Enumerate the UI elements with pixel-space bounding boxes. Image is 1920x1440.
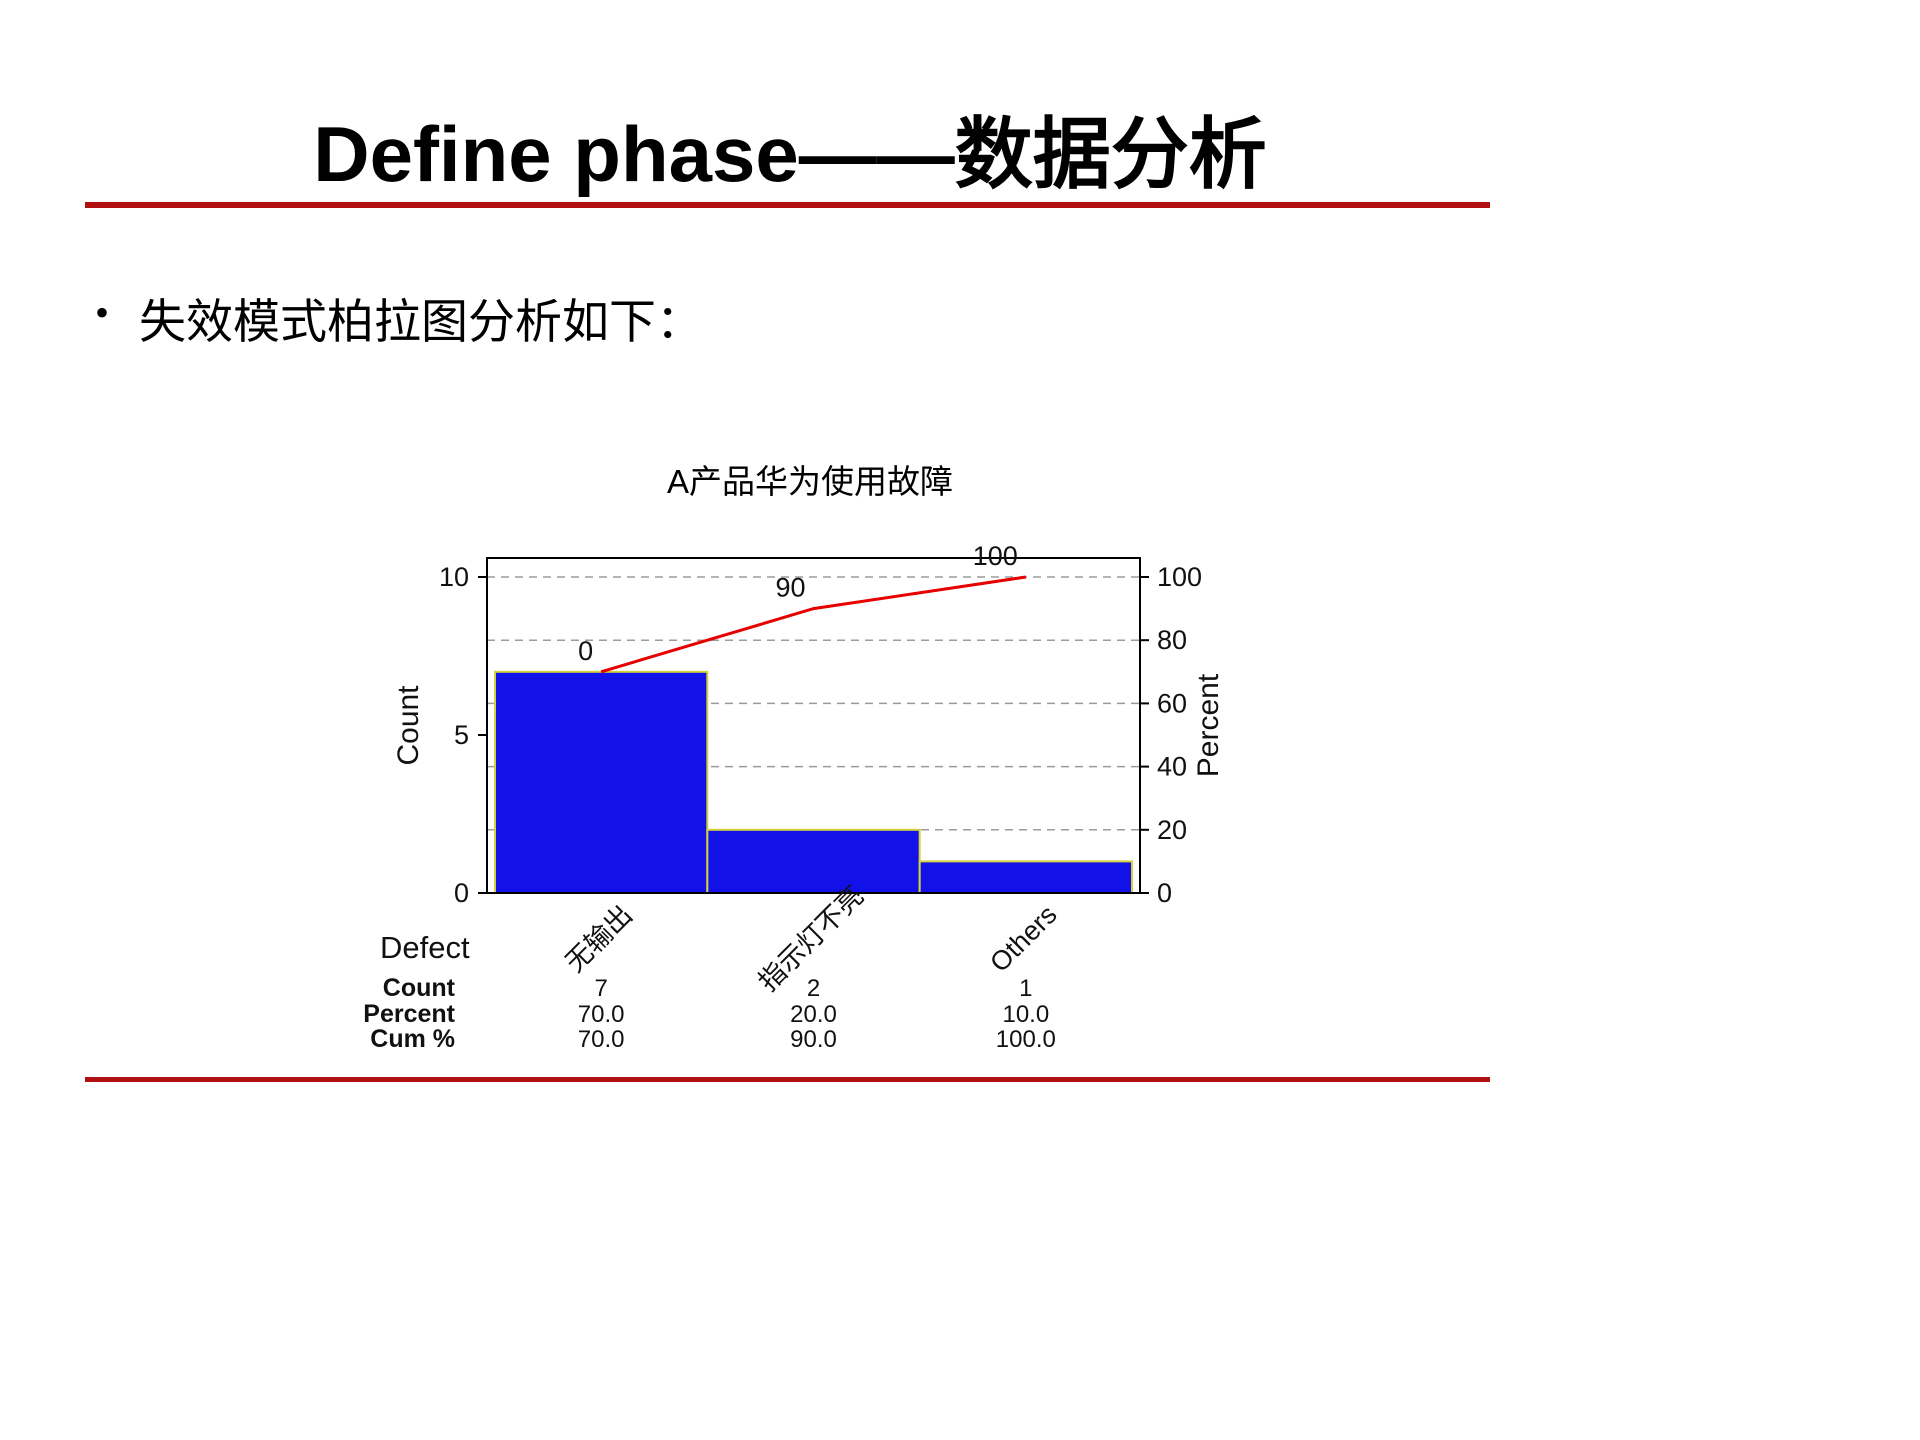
cumulative-point-label: 100 xyxy=(973,541,1018,571)
table-cell: 90.0 xyxy=(790,1026,837,1053)
table-cell: 1 xyxy=(1019,975,1032,1002)
category-label: 无输出 xyxy=(560,899,638,977)
category-label: Others xyxy=(984,899,1063,978)
left-tick-label: 10 xyxy=(439,562,469,592)
table-cell: 100.0 xyxy=(996,1026,1056,1053)
cumulative-line xyxy=(600,575,1027,674)
pareto-bar xyxy=(706,828,921,894)
bullet-marker: • xyxy=(95,290,110,335)
title-divider xyxy=(85,202,1490,208)
table-cell: 70.0 xyxy=(578,1026,625,1053)
pareto-bar xyxy=(918,860,1134,894)
table-cell: 7 xyxy=(594,975,607,1002)
cumulative-point-label: 90 xyxy=(775,573,805,603)
slide-title: Define phase——数据分析 xyxy=(313,110,1267,198)
right-tick-label: 80 xyxy=(1157,625,1187,655)
table-cell: 70.0 xyxy=(578,1001,625,1028)
pareto-bar xyxy=(494,670,709,894)
pareto-chart: A产品华为使用故障 0 5 10 0 20 40 60 80 100 Count Percent 0 9… xyxy=(360,440,1260,1100)
right-tick-label: 0 xyxy=(1157,878,1172,908)
table-cell: 10.0 xyxy=(1002,1001,1049,1028)
right-tick-label: 20 xyxy=(1157,815,1187,845)
right-axis-title: Percent xyxy=(1192,673,1225,777)
left-axis-title: Count xyxy=(392,685,425,766)
bullet-item: • 失效模式柏拉图分析如下： xyxy=(95,283,703,352)
table-row-label: Cum % xyxy=(370,1025,455,1053)
table-row-label: Percent xyxy=(363,1000,455,1028)
left-tick-label: 5 xyxy=(454,720,469,750)
chart-title: A产品华为使用故障 xyxy=(666,463,953,500)
table-row-label: Count xyxy=(383,974,456,1002)
right-tick-label: 60 xyxy=(1157,688,1187,718)
table-cell: 20.0 xyxy=(790,1001,837,1028)
bullet-text: 失效模式柏拉图分析如下： xyxy=(139,297,704,349)
defect-axis-label: Defect xyxy=(380,930,470,965)
plot-border xyxy=(486,557,1141,894)
bottom-divider xyxy=(85,1077,1490,1082)
cumulative-point-label: 0 xyxy=(578,636,593,666)
left-tick-label: 0 xyxy=(454,878,469,908)
right-tick-label: 40 xyxy=(1157,752,1187,782)
table-cell: 2 xyxy=(807,975,820,1002)
right-tick-label: 100 xyxy=(1157,562,1202,592)
